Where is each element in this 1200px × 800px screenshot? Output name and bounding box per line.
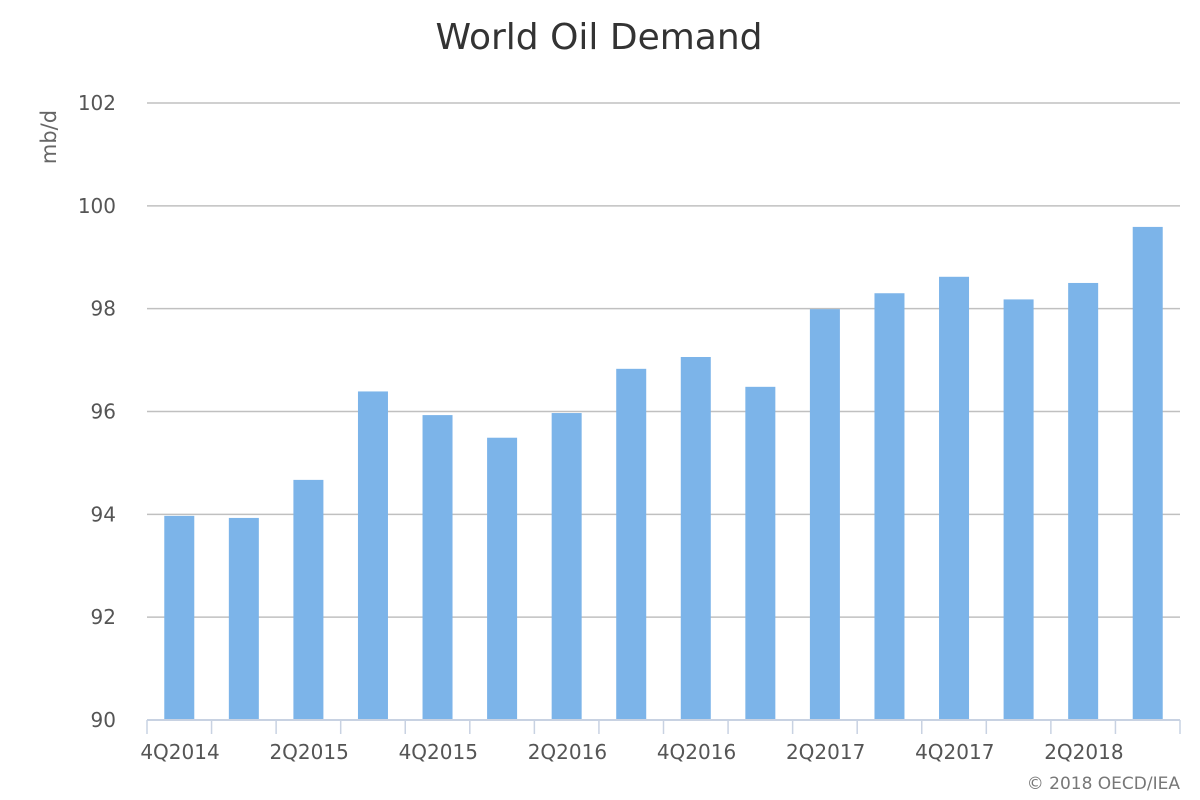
bars xyxy=(164,226,1163,720)
y-tick-label: 98 xyxy=(91,297,116,321)
y-tick-label: 102 xyxy=(78,91,116,115)
x-tick-label: 4Q2014 xyxy=(140,740,219,764)
x-tick-label: 2Q2018 xyxy=(1044,740,1123,764)
bar-2Q2016 xyxy=(551,413,582,720)
bar-4Q2014 xyxy=(164,515,195,720)
chart-title: World Oil Demand xyxy=(435,17,762,58)
bar-3Q2015 xyxy=(357,391,388,720)
copyright-credit: © 2018 OECD/IEA xyxy=(1027,774,1181,794)
bar-3Q2016 xyxy=(616,368,647,720)
bar-1Q2017 xyxy=(745,386,776,720)
bar-3Q2017 xyxy=(874,293,905,720)
y-tick-label: 94 xyxy=(91,502,116,526)
x-tick-label: 2Q2015 xyxy=(269,740,348,764)
x-tick-label: 4Q2016 xyxy=(657,740,736,764)
bar-2Q2018 xyxy=(1068,282,1099,720)
x-tick-label: 4Q2017 xyxy=(915,740,994,764)
y-axis-title: mb/d xyxy=(37,110,61,164)
y-tick-label: 92 xyxy=(91,605,116,629)
y-axis-ticks: 90 92 94 96 98 100 102 xyxy=(78,91,116,732)
x-axis-ticks: 4Q2014 2Q2015 4Q2015 2Q2016 4Q2016 2Q2017 4Q20… xyxy=(140,740,1123,764)
bar-1Q2018 xyxy=(1003,299,1034,720)
bar-4Q2015 xyxy=(422,415,453,720)
y-tick-label: 90 xyxy=(91,708,116,732)
x-axis xyxy=(146,719,1181,734)
x-tick-label: 4Q2015 xyxy=(399,740,478,764)
bar-1Q2015 xyxy=(228,517,259,720)
bar-4Q2017 xyxy=(939,276,970,720)
bar-2Q2015 xyxy=(293,479,324,720)
x-tick-label: 2Q2016 xyxy=(528,740,607,764)
y-tick-label: 96 xyxy=(91,400,116,424)
bar-2Q2017 xyxy=(809,309,840,720)
bar-3Q2018 xyxy=(1132,226,1163,720)
bar-1Q2016 xyxy=(487,437,518,720)
bar-4Q2016 xyxy=(680,356,711,720)
y-tick-label: 100 xyxy=(78,194,116,218)
x-tick-label: 2Q2017 xyxy=(786,740,865,764)
